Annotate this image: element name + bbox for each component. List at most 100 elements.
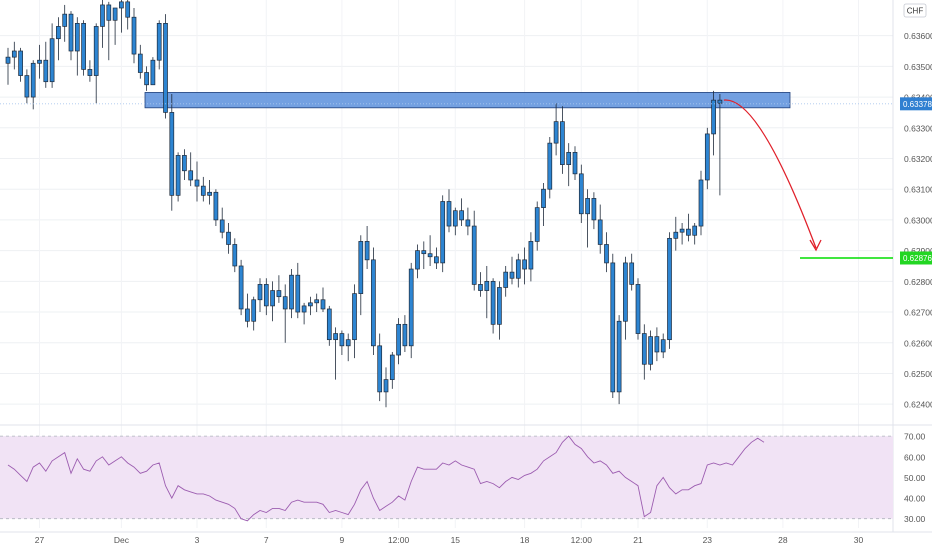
candle-body <box>18 50 23 76</box>
candle-body <box>137 53 143 73</box>
candle-body <box>547 142 553 190</box>
candle-body <box>219 219 225 233</box>
candle-body <box>364 241 370 261</box>
candle-body <box>93 26 99 76</box>
candle-body <box>289 274 294 310</box>
candle-body <box>339 333 345 347</box>
candle-body <box>402 323 408 347</box>
candle-body <box>597 219 603 245</box>
candle-body <box>295 274 301 313</box>
candle-body <box>667 237 672 341</box>
y-tick-label: 0.63600 <box>904 31 932 41</box>
symbol-tag-box <box>903 3 927 18</box>
candle-body <box>106 4 112 21</box>
x-tick-label: 9 <box>340 535 345 545</box>
x-tick-label: 15 <box>451 535 461 545</box>
candle-body <box>408 268 414 347</box>
candle-body <box>440 201 446 264</box>
candle-body <box>5 56 11 64</box>
candle-body <box>232 244 238 267</box>
candle-body <box>578 173 584 215</box>
resistance-zone-layer <box>144 92 791 109</box>
candle-body <box>282 296 288 310</box>
candle-body <box>358 241 364 294</box>
candle-body <box>371 259 376 347</box>
candle-body <box>566 151 572 165</box>
y-tick-label: 0.63500 <box>904 62 932 72</box>
candle-body <box>49 38 55 83</box>
candle-body <box>326 308 332 341</box>
candle-body <box>125 1 131 18</box>
candle-body <box>692 225 698 236</box>
x-tick-label: 28 <box>778 535 788 545</box>
candle-body <box>515 259 521 279</box>
candle-body <box>377 345 383 393</box>
candle-body <box>87 69 93 76</box>
candle-body <box>471 225 477 285</box>
candle-body <box>182 155 187 172</box>
candle-body <box>635 284 641 334</box>
rsi-band <box>0 436 893 519</box>
y-tick-label: 0.62400 <box>904 400 932 410</box>
candle-body <box>163 23 168 113</box>
candle-body <box>660 339 666 353</box>
candle-body <box>446 201 452 227</box>
y-tick-label: 0.63200 <box>904 154 932 164</box>
current-price-badge-bg <box>900 97 932 111</box>
candle-body <box>497 287 502 325</box>
candle-body <box>452 210 458 227</box>
candle-body <box>541 188 546 208</box>
candle-body <box>717 99 723 104</box>
candle-body <box>522 259 527 270</box>
y-tick-label: 0.62500 <box>904 369 932 379</box>
candle-body <box>169 112 175 196</box>
candle-body <box>465 219 471 227</box>
candle-body <box>591 198 597 221</box>
candle-body <box>43 59 49 83</box>
candle-body <box>553 121 559 144</box>
candle-body <box>623 262 628 322</box>
candle-body <box>396 323 401 356</box>
candle-body <box>37 59 42 64</box>
candle-body <box>263 284 269 307</box>
candle-body <box>427 253 433 258</box>
candle-body <box>604 244 609 264</box>
candle-body <box>711 99 716 135</box>
candle-body <box>226 231 231 245</box>
candle-body <box>131 16 137 55</box>
x-tick-label: 12:00 <box>571 535 593 545</box>
candle-body <box>389 354 395 380</box>
candle-body <box>421 250 427 255</box>
candle-body <box>673 231 679 239</box>
candle-body <box>383 379 389 393</box>
x-tick-label: Dec <box>114 535 130 545</box>
x-tick-label: 7 <box>264 535 269 545</box>
rsi-tick-label: 30.00 <box>904 514 926 524</box>
candle-body <box>314 299 320 304</box>
x-tick-label: 21 <box>633 535 643 545</box>
candle-body <box>648 336 653 365</box>
current-price-badge: 0.63378 <box>903 100 932 109</box>
candle-body <box>119 1 124 9</box>
candle-body <box>345 339 351 347</box>
candle-body <box>320 299 326 310</box>
rsi-pane <box>0 435 893 522</box>
resistance-zone <box>144 92 791 109</box>
candle-body <box>301 305 307 313</box>
candle-body <box>175 155 181 196</box>
price-axis: 0.636000.635000.634000.633000.632000.631… <box>900 3 932 524</box>
candle-body <box>698 179 704 227</box>
y-tick-label: 0.62600 <box>904 338 932 348</box>
x-tick-label: 18 <box>520 535 530 545</box>
candle-body <box>415 250 420 270</box>
candle-body <box>200 185 206 196</box>
y-tick-label: 0.62700 <box>904 308 932 318</box>
candle-body <box>478 284 483 291</box>
candle-body <box>333 333 338 341</box>
candle-body <box>616 320 622 393</box>
candle-body <box>11 50 17 58</box>
target-price-badge: 0.62876 <box>903 254 932 263</box>
y-tick-label: 0.62800 <box>904 277 932 287</box>
candle-body <box>434 256 439 264</box>
